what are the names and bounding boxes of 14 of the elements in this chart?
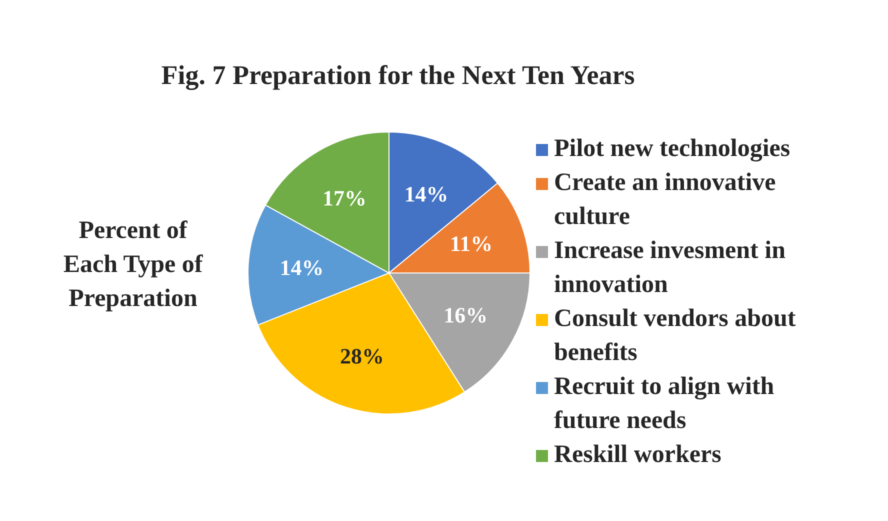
data-label: 14% xyxy=(404,181,448,206)
legend-label: Reskill workers xyxy=(553,440,722,470)
chart-title: Fig. 7 Preparation for the Next Ten Years xyxy=(160,60,636,91)
legend-label: Increase invesment in innovation xyxy=(553,236,786,300)
text: Percent of Each Type of Preparation xyxy=(62,216,204,314)
legend-label: Pilot new technologies xyxy=(553,134,792,164)
data-label: 17% xyxy=(322,185,366,210)
data-label: 28% xyxy=(340,344,384,369)
legend-label: Consult vendors about benefits xyxy=(553,304,797,368)
data-label: 16% xyxy=(444,302,488,328)
data-label: 14% xyxy=(280,255,324,280)
legend-label: Create an innovative culture xyxy=(553,168,777,232)
legend-label: Recruit to align with future needs xyxy=(553,372,776,436)
data-label: 11% xyxy=(450,230,493,256)
